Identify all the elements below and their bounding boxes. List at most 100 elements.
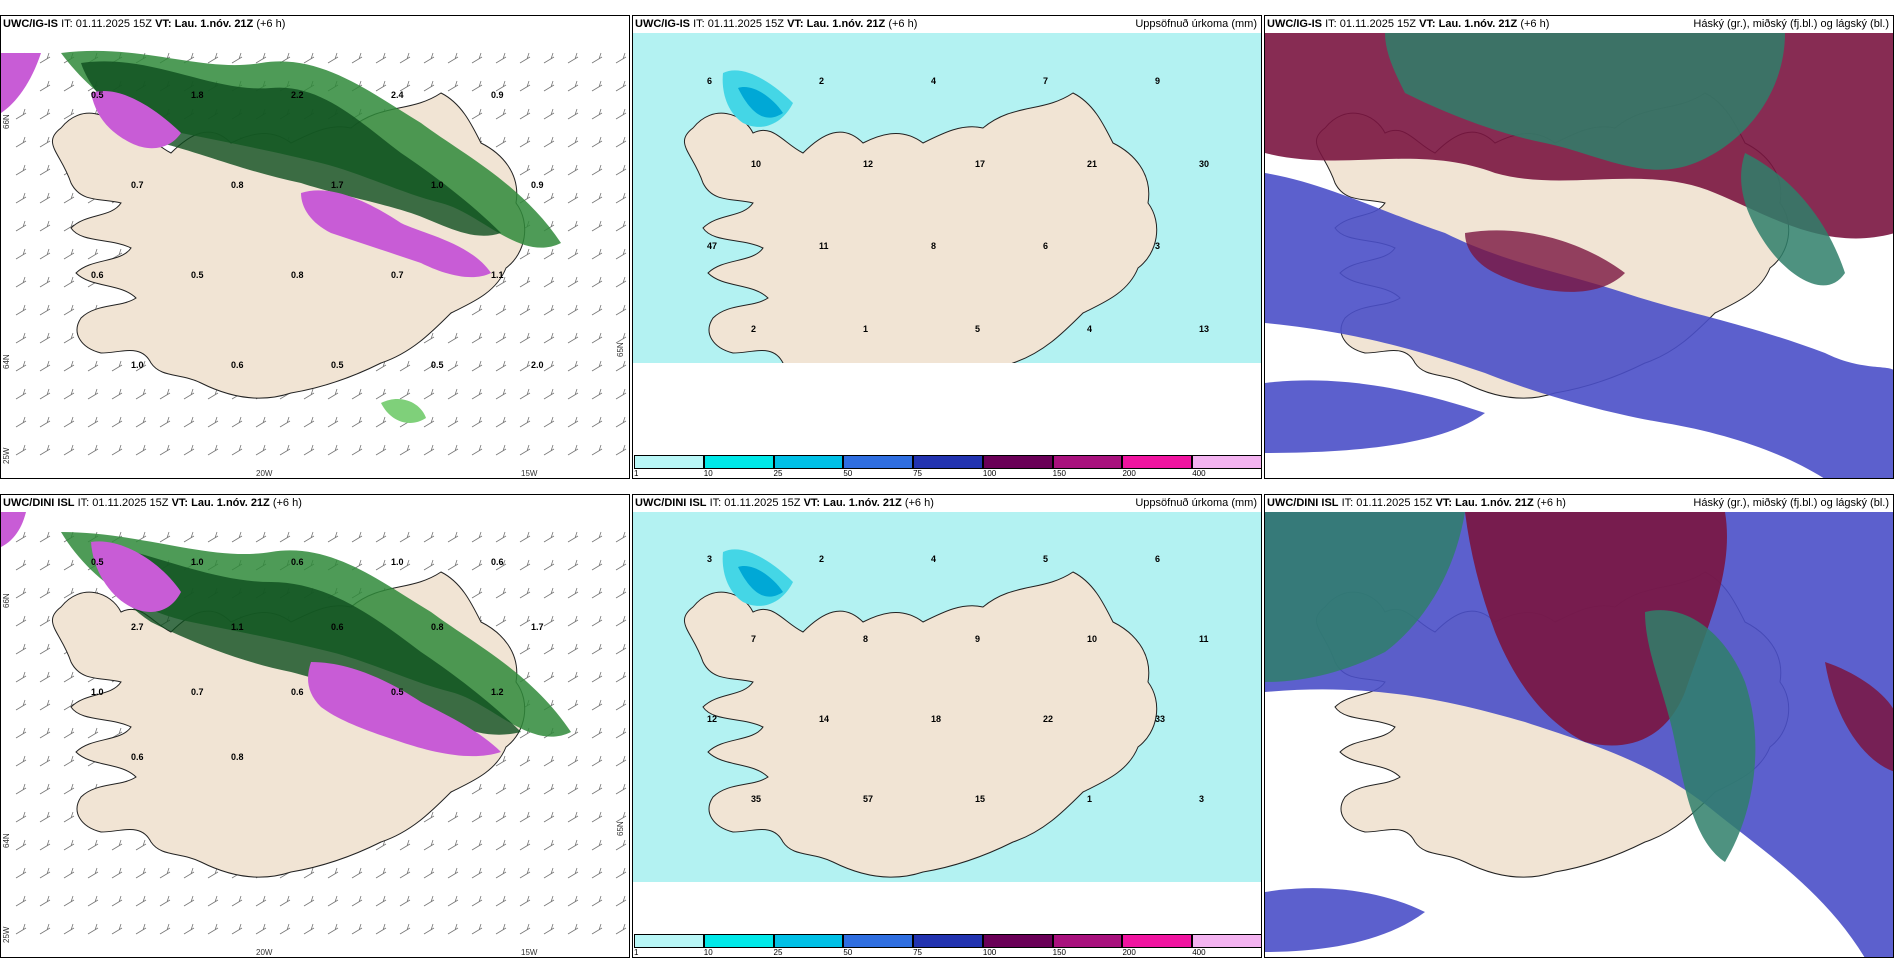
wind-barb	[447, 559, 459, 571]
model-name: UWC/IG-IS	[3, 18, 58, 30]
wind-barb	[111, 867, 123, 879]
value-label: 1.1	[231, 622, 244, 632]
wind-barb	[207, 52, 219, 64]
wind-barb	[567, 923, 579, 935]
wind-barb	[543, 164, 555, 176]
panel-header: UWC/DINI ISL IT: 01.11.2025 15Z VT: Lau.…	[1265, 495, 1893, 512]
panel-accum-precip-ig: UWC/IG-IS IT: 01.11.2025 15Z VT: Lau. 1.…	[632, 15, 1262, 479]
wind-barb	[351, 895, 363, 907]
wind-barb	[447, 388, 459, 400]
wind-barb	[303, 923, 315, 935]
wind-barb	[375, 444, 387, 456]
colorbar-tick: 200	[1122, 469, 1136, 478]
wind-barb	[567, 783, 579, 795]
init-time: 01.11.2025 15Z	[1339, 18, 1416, 30]
wind-barb	[63, 671, 75, 683]
wind-barb	[279, 416, 291, 428]
init-time: 01.11.2025 15Z	[92, 497, 169, 509]
wind-barb	[519, 136, 531, 148]
wind-barb	[15, 671, 27, 683]
wind-barb	[615, 671, 627, 683]
wind-barb	[39, 304, 51, 316]
value-label: 5	[1043, 554, 1048, 564]
wind-barb	[543, 136, 555, 148]
lead-time: (+6 h)	[904, 497, 934, 509]
colorbar-swatch	[1192, 934, 1261, 948]
value-label: 0.6	[331, 622, 344, 632]
wind-barb	[159, 416, 171, 428]
valid-time: Lau. 1.nóv. 21Z	[1455, 497, 1534, 509]
wind-barb	[519, 248, 531, 260]
cloud-layers	[1265, 512, 1893, 957]
wind-barb	[135, 416, 147, 428]
wind-barb	[591, 559, 603, 571]
cloud-map	[1265, 33, 1893, 478]
colorbar-tick: 75	[913, 469, 923, 478]
wind-barb	[255, 52, 267, 64]
colorbar-tick: 150	[1052, 948, 1067, 957]
wind-barb	[87, 923, 99, 935]
value-label: 1.8	[191, 90, 204, 100]
wind-barb	[615, 755, 627, 767]
wind-barb	[63, 559, 75, 571]
wind-barb	[471, 80, 483, 92]
wind-barb	[591, 444, 603, 456]
value-label: 0.7	[391, 270, 404, 280]
wind-barb	[591, 587, 603, 599]
wind-barb	[495, 304, 507, 316]
wind-barb	[87, 444, 99, 456]
wind-barb	[471, 416, 483, 428]
colorbar-tick: 1	[634, 948, 639, 957]
wind-barb	[495, 923, 507, 935]
wind-barb	[615, 727, 627, 739]
wind-barb	[543, 755, 555, 767]
wind-barb	[63, 80, 75, 92]
cloud-map	[1265, 512, 1893, 957]
wind-barb	[327, 895, 339, 907]
wind-barb	[231, 923, 243, 935]
wind-barb	[183, 867, 195, 879]
wind-barb	[615, 276, 627, 288]
wind-barb	[135, 895, 147, 907]
value-label: 1.7	[331, 180, 344, 190]
wind-barb	[351, 52, 363, 64]
wind-barb	[375, 80, 387, 92]
wind-barb	[447, 52, 459, 64]
wind-barb	[399, 559, 411, 571]
precip-labels: 0.5 1.0 0.6 1.0 0.6 2.7 1.1 0.6 0.8 1.7 1.0 0.7 0.6 0…	[91, 557, 544, 762]
wind-barb	[39, 867, 51, 879]
wind-barb	[423, 52, 435, 64]
wind-barb	[39, 615, 51, 627]
wind-barb	[519, 783, 531, 795]
wind-barb	[543, 332, 555, 344]
value-label: 8	[863, 634, 868, 644]
wind-barb	[615, 388, 627, 400]
wind-barb	[471, 783, 483, 795]
colorbar-tick: 75	[913, 948, 923, 957]
wind-barb	[279, 531, 291, 543]
wind-barb	[15, 839, 27, 851]
wind-barb	[447, 923, 459, 935]
colorbar-swatch	[1192, 455, 1261, 469]
colorbar-tick: 400	[1192, 469, 1206, 478]
wind-barb	[423, 416, 435, 428]
colorbar-swatch	[1122, 455, 1193, 469]
wind-barb	[423, 80, 435, 92]
wind-barb	[543, 923, 555, 935]
wind-barb	[495, 388, 507, 400]
wind-barb	[15, 867, 27, 879]
wind-barb	[543, 388, 555, 400]
value-label: 1.0	[91, 687, 104, 697]
wind-barb	[39, 80, 51, 92]
wind-barb	[159, 444, 171, 456]
wind-barb	[591, 531, 603, 543]
value-label: 0.8	[231, 752, 244, 762]
colorbar-swatch	[913, 455, 983, 469]
value-label: 0.8	[291, 270, 304, 280]
colorbar-swatch	[843, 934, 914, 948]
wind-barb	[87, 360, 99, 372]
wind-barb	[63, 276, 75, 288]
wind-barb	[567, 615, 579, 627]
wind-barb	[399, 360, 411, 372]
wind-barb	[567, 867, 579, 879]
